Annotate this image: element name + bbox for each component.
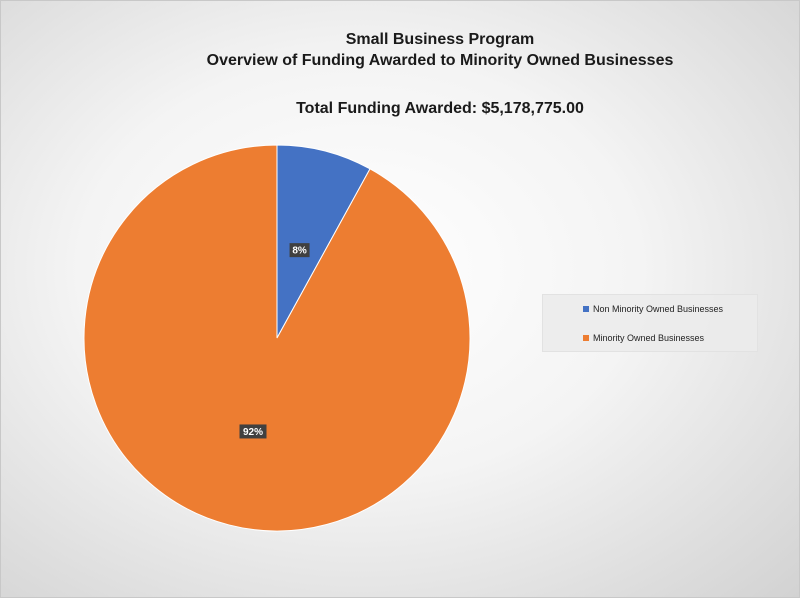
data-label-text-non-minority: 8% [292, 246, 307, 257]
data-label-minority: 92% [239, 424, 267, 439]
legend-label-non-minority: Non Minority Owned Businesses [593, 304, 724, 314]
chart-subtitle: Overview of Funding Awarded to Minority … [206, 52, 674, 69]
pie-slice-minority [83, 144, 471, 532]
legend-swatch-minority [583, 335, 589, 341]
total-funding-label: Total Funding Awarded: $5,178,775.00 [296, 100, 584, 117]
legend-swatch-non-minority [583, 306, 589, 312]
data-label-text-minority: 92% [243, 427, 263, 438]
data-label-box-non-minority [289, 243, 310, 258]
data-label-box-minority [239, 424, 267, 439]
legend-item-non-minority: Non Minority Owned Businesses [583, 302, 757, 316]
legend-item-minority: Minority Owned Businesses [583, 331, 757, 345]
chart-title: Small Business Program [345, 31, 535, 48]
data-label-non-minority: 8% [289, 243, 310, 258]
legend-label-minority: Minority Owned Businesses [593, 333, 705, 343]
legend: Non Minority Owned Businesses Minority O… [542, 294, 758, 352]
pie-slice-non-minority [276, 144, 371, 339]
